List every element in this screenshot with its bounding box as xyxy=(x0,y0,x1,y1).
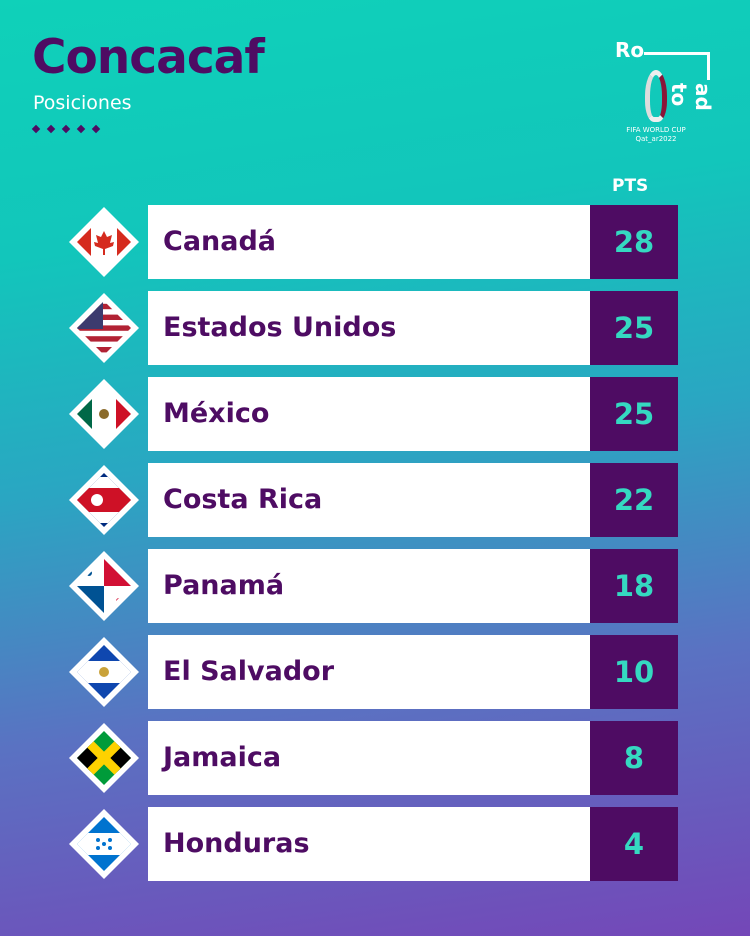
team-name: Jamaica xyxy=(148,721,590,795)
panama-flag-icon xyxy=(69,551,139,621)
page-subtitle: Posiciones xyxy=(33,92,132,114)
standings-row: Costa Rica 22 xyxy=(0,463,750,537)
standings-row: El Salvador 10 xyxy=(0,635,750,709)
standings-row: México 25 xyxy=(0,377,750,451)
logo-text-side: ad to xyxy=(667,83,715,111)
el-salvador-flag-icon xyxy=(69,637,139,707)
honduras-flag-icon xyxy=(69,809,139,879)
team-name: Canadá xyxy=(148,205,590,279)
team-name: Panamá xyxy=(148,549,590,623)
logo-text-top: Ro xyxy=(615,38,645,62)
team-points: 18 xyxy=(590,549,678,623)
world-cup-emblem-icon xyxy=(645,70,667,122)
standings-row: Panamá 18 xyxy=(0,549,750,623)
canada-flag-icon xyxy=(69,207,139,277)
logo-caption: FIFA WORLD CUP Qat_ar2022 xyxy=(626,126,686,143)
decorative-dots xyxy=(31,124,101,134)
points-column-header: PTS xyxy=(612,176,649,196)
mexico-flag-icon xyxy=(69,379,139,449)
standings-row: Canadá 28 xyxy=(0,205,750,279)
team-name: Estados Unidos xyxy=(148,291,590,365)
team-points: 28 xyxy=(590,205,678,279)
team-name: Honduras xyxy=(148,807,590,881)
standings-row: Jamaica 8 xyxy=(0,721,750,795)
team-points: 22 xyxy=(590,463,678,537)
team-name: México xyxy=(148,377,590,451)
road-to-qatar-logo: Ro ad to FIFA WORLD CUP Qat_ar2022 xyxy=(612,38,722,153)
team-name: El Salvador xyxy=(148,635,590,709)
team-name: Costa Rica xyxy=(148,463,590,537)
jamaica-flag-icon xyxy=(69,723,139,793)
team-points: 8 xyxy=(590,721,678,795)
page-title: Concacaf xyxy=(32,30,265,85)
standings-row: Honduras 4 xyxy=(0,807,750,881)
team-points: 4 xyxy=(590,807,678,881)
standings-row: Estados Unidos 25 xyxy=(0,291,750,365)
team-points: 25 xyxy=(590,377,678,451)
team-points: 10 xyxy=(590,635,678,709)
team-points: 25 xyxy=(590,291,678,365)
costa-rica-flag-icon xyxy=(69,465,139,535)
usa-flag-icon xyxy=(69,293,139,363)
